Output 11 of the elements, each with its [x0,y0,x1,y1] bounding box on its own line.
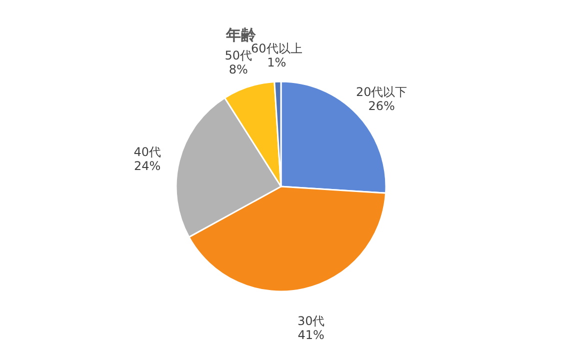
data-label: 26% [368,99,395,114]
chart-title: 年齢 [225,26,257,44]
slice-label: 40代 [134,145,161,160]
data-label: 8% [228,62,248,76]
data-label: 1% [267,56,286,70]
slice-label: 20代以下 [356,85,408,100]
slice-label: 30代 [297,314,325,328]
slice-label: 60代以上 [251,42,302,56]
data-label: 24% [134,159,161,174]
slice-label: 50代 [224,48,252,62]
data-label: 41% [298,328,324,342]
